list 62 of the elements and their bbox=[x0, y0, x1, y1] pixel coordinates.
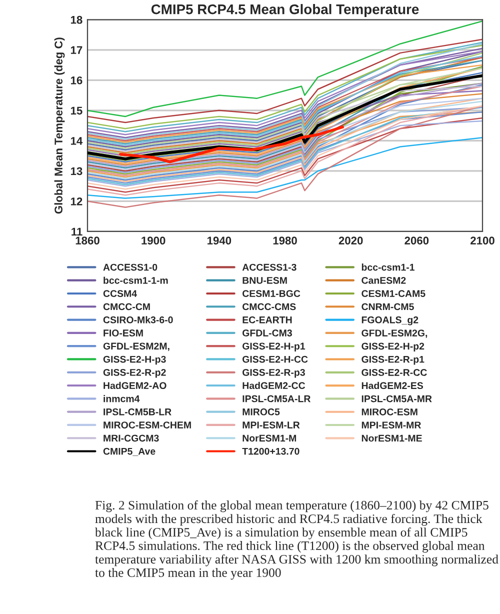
legend-label: NorESM1-ME bbox=[362, 434, 422, 442]
x-tick-label: 2020 bbox=[338, 236, 363, 244]
legend-label: MPI-ESM-LR bbox=[242, 422, 300, 428]
y-axis-title: Global Mean Temperature (deg C) bbox=[54, 38, 65, 214]
x-tick-label: 2060 bbox=[404, 236, 429, 244]
legend-label: FIO-ESM bbox=[104, 330, 143, 336]
legend-label: EC-EARTH bbox=[242, 316, 292, 324]
y-tick-label: 18 bbox=[70, 16, 82, 24]
caption: Fig. 2 Simulation of the global mean temperature (1860–2100) by 42 CMIP5 models with the prescribed historic and RCP4.5 radiative forcing. The thick black line (CMIP5_Ave) is a simulation by ensemble mean of all CMIP5 RCP4.5 simulations. The red thick line (T1200) is the observed global mean temperature variability after NASA GISS with 1200 km smoothing normalized to the CMIP5 mean in the year 1900 bbox=[95, 500, 498, 580]
legend-label: GISS-E2-R-CC bbox=[362, 369, 427, 376]
legend-label: MPI-ESM-MR bbox=[362, 422, 422, 428]
y-tick-label: 13 bbox=[70, 167, 82, 176]
legend-label: ACCESS1-0 bbox=[103, 264, 158, 271]
x-tick-label: 2100 bbox=[470, 236, 494, 244]
legend-label: GFDL-ESM2M, bbox=[103, 342, 170, 351]
legend-label: GISS-E2-R-p1 bbox=[362, 356, 424, 365]
legend-label: CMCC-CM bbox=[103, 303, 150, 310]
legend-label: IPSL-CM5A-MR bbox=[362, 395, 432, 402]
legend-label: CMCC-CMS bbox=[242, 303, 296, 310]
legend-label: HadGEM2-CC bbox=[242, 382, 306, 390]
legend-label: inmcm4 bbox=[104, 395, 140, 402]
legend-label: GISS-E2-H-CC bbox=[242, 356, 308, 363]
y-tick-label: 17 bbox=[70, 46, 82, 54]
legend-label: GISS-E2-H-p2 bbox=[362, 342, 424, 352]
y-tick-label: 12 bbox=[70, 197, 82, 206]
chart-title: CMIP5 RCP4.5 Mean Global Temperature bbox=[151, 4, 419, 17]
legend-label: MRI-CGCM3 bbox=[104, 434, 159, 442]
y-tick-label: 14 bbox=[70, 137, 83, 145]
legend-label: CSIRO-Mk3-6-0 bbox=[103, 316, 173, 324]
legend-label: HadGEM2-ES bbox=[362, 382, 424, 390]
legend-label: MIROC-ESM-CHEM bbox=[104, 422, 191, 428]
y-tick-label: 11 bbox=[72, 228, 82, 236]
legend-label: BNU-ESM bbox=[242, 276, 287, 284]
legend-label: CMIP5_Ave bbox=[103, 448, 156, 456]
legend-label: IPSL-CM5B-LR bbox=[104, 408, 172, 416]
legend-label: MIROC5 bbox=[242, 408, 280, 416]
legend-label: CCSM4 bbox=[103, 290, 137, 297]
x-tick-label: 1980 bbox=[273, 236, 297, 244]
legend-label: GISS-E2-H-p1 bbox=[242, 342, 306, 352]
legend-label: HadGEM2-AO bbox=[104, 382, 166, 390]
legend-label: MIROC-ESM bbox=[362, 408, 418, 416]
y-tick-label: 15 bbox=[70, 106, 82, 115]
legend-label: GISS-E2-R-p3 bbox=[242, 368, 305, 378]
legend-label: bcc-csm1-1 bbox=[362, 264, 414, 271]
x-tick-label: 1940 bbox=[208, 236, 232, 244]
legend-label: GISS-E2-H-p3 bbox=[103, 356, 166, 365]
legend-label: ACCESS1-3 bbox=[242, 264, 296, 271]
legend-label: CESM1-CAM5 bbox=[362, 290, 426, 297]
legend-label: CanESM2 bbox=[362, 276, 406, 284]
legend-label: NorESM1-M bbox=[242, 434, 296, 442]
legend-label: bcc-csm1-1-m bbox=[104, 276, 168, 284]
legend-label: IPSL-CM5A-LR bbox=[242, 395, 311, 402]
legend-label: GISS-E2-R-p2 bbox=[103, 368, 166, 378]
legend-label: GFDL-ESM2G, bbox=[362, 330, 428, 338]
legend-label: CNRM-CM5 bbox=[362, 303, 414, 310]
legend-label: FGOALS_g2 bbox=[362, 316, 418, 326]
x-tick-label: 1900 bbox=[142, 236, 166, 244]
legend-label: CESM1-BGC bbox=[242, 290, 300, 297]
legend-label: T1200+13.70 bbox=[242, 448, 300, 455]
y-tick-label: 16 bbox=[70, 76, 82, 84]
x-tick-label: 1860 bbox=[76, 236, 100, 244]
legend-label: GFDL-CM3 bbox=[242, 330, 292, 336]
